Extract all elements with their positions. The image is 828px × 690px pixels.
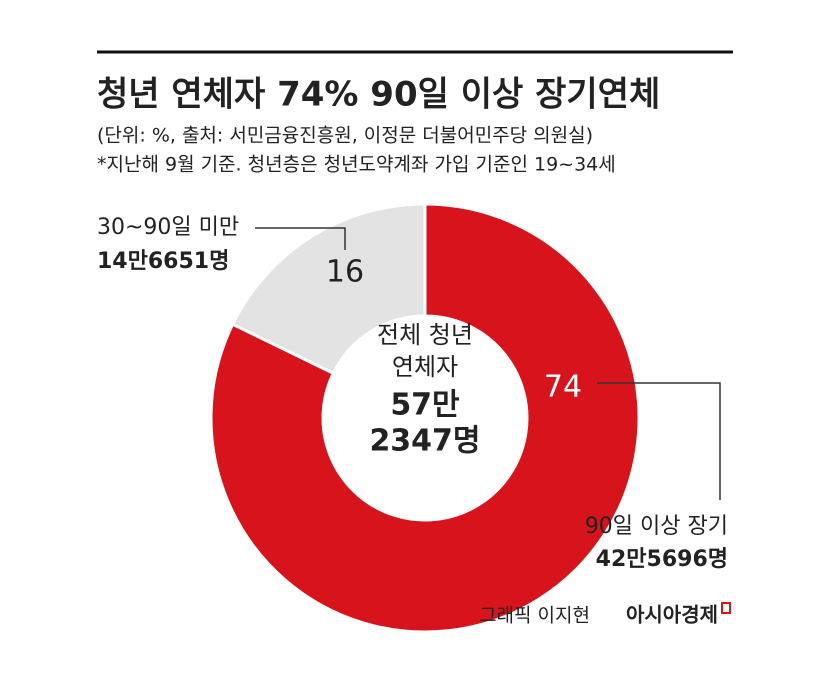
count-label: 42만5696명 — [596, 547, 728, 572]
leader-line — [597, 382, 721, 500]
chart-title: 청년 연체자 74% 90일 이상 장기연체 — [97, 75, 660, 115]
credit: 그래픽 이지현 — [479, 605, 590, 627]
value-label: 74 — [544, 370, 582, 405]
category-label: 30~90일 미만 — [97, 215, 239, 240]
category-label: 90일 이상 장기 — [585, 514, 728, 539]
center-total: 2347명 — [369, 424, 480, 459]
note: (단위: %, 출처: 서민금융진흥원, 이정문 더불어민주당 의원실) — [97, 125, 593, 147]
value-label: 16 — [326, 255, 364, 290]
center-label: 전체 청년 — [377, 321, 473, 349]
publisher: 아시아경제 — [626, 603, 718, 627]
donut-segment — [230, 202, 427, 376]
donut-segment — [209, 202, 641, 634]
center-total: 57만 — [390, 388, 460, 423]
leader-line — [255, 227, 346, 250]
center-label: 연체자 — [392, 353, 458, 381]
publisher-icon — [721, 602, 731, 614]
count-label: 14만6651명 — [97, 249, 229, 274]
note: *지난해 9월 기준. 청년층은 청년도약계좌 가입 기준인 19~34세 — [97, 154, 616, 176]
